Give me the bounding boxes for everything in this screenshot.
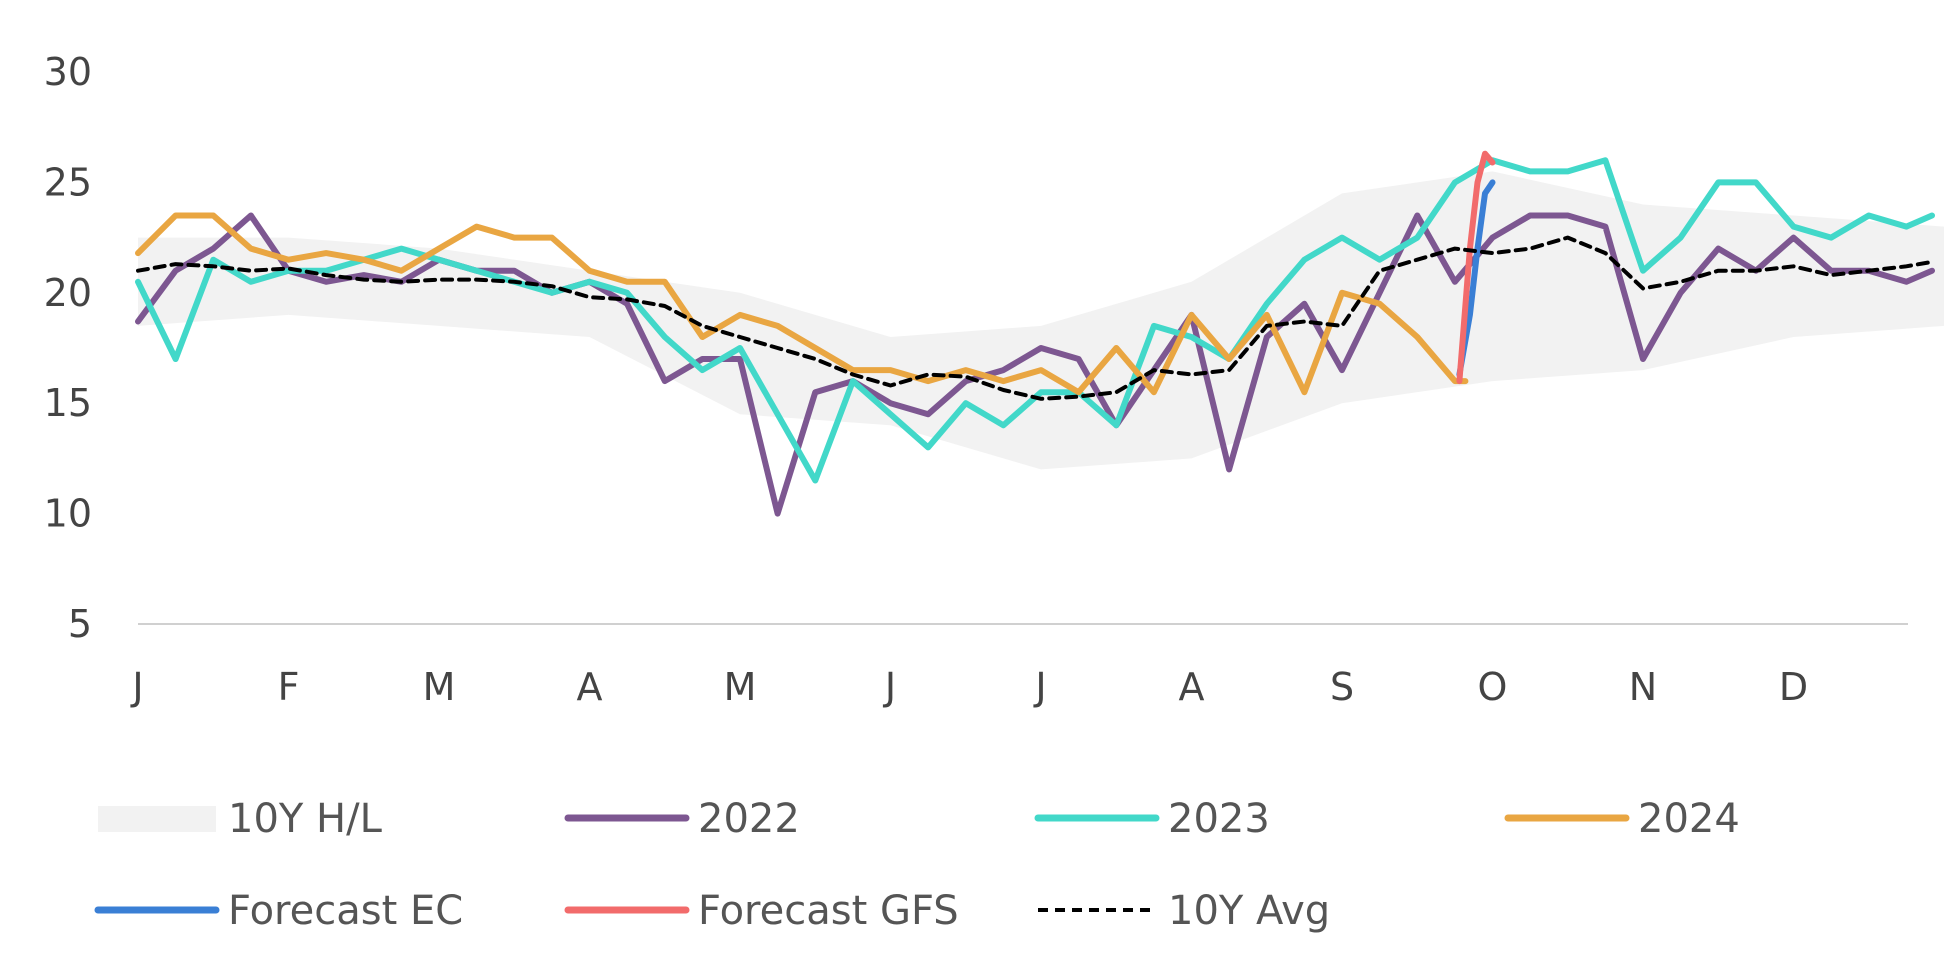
- x-tick-label-7: A: [1179, 665, 1205, 709]
- y-tick-label-4: 10: [44, 492, 92, 536]
- y-tick-label-1: 25: [44, 160, 92, 204]
- y-tick-label-0: 30: [44, 50, 92, 94]
- legend-label-2022: 2022: [698, 796, 800, 842]
- legend-label-forecast-ec: Forecast EC: [228, 888, 463, 934]
- legend-label-10y-h-l: 10Y H/L: [228, 796, 383, 842]
- x-tick-label-4: M: [724, 665, 757, 709]
- x-tick-label-10: N: [1629, 665, 1657, 709]
- band-layer: [138, 171, 1944, 470]
- legend-label-forecast-gfs: Forecast GFS: [698, 888, 959, 934]
- x-tick-label-1: F: [278, 665, 300, 709]
- legend-label-2024: 2024: [1638, 796, 1740, 842]
- legend-label-10y-avg: 10Y Avg: [1168, 888, 1330, 934]
- y-tick-label-3: 15: [44, 381, 92, 425]
- series-forecast-gfs-line: [1456, 150, 1496, 385]
- legend: 10Y H/L 2022 2023 2024 Forecast EC Forecast G…: [94, 796, 1740, 934]
- x-tick-label-0: J: [130, 665, 143, 709]
- x-tick-label-8: S: [1330, 665, 1354, 709]
- legend-label-2023: 2023: [1168, 796, 1270, 842]
- y-tick-label-2: 20: [44, 271, 92, 315]
- x-tick-label-3: A: [577, 665, 603, 709]
- series-10y-avg-line: [136, 235, 1934, 401]
- series-10y-h-l-band: [138, 171, 1944, 470]
- series-2023-line: [135, 157, 1935, 484]
- x-tick-label-5: J: [883, 665, 896, 709]
- series-layer: [135, 150, 1935, 517]
- x-tick-label-9: O: [1478, 665, 1508, 709]
- series-forecast-ec-line: [1456, 179, 1496, 378]
- series-2024-line: [135, 212, 1469, 396]
- y-axis: 30 25 20 15 10 5: [44, 50, 92, 646]
- y-tick-label-5: 5: [68, 602, 92, 646]
- x-tick-label-2: M: [423, 665, 456, 709]
- x-tick-label-11: D: [1779, 665, 1808, 709]
- x-tick-label-6: J: [1033, 665, 1046, 709]
- legend-swatch-10y-h-l: [98, 806, 216, 832]
